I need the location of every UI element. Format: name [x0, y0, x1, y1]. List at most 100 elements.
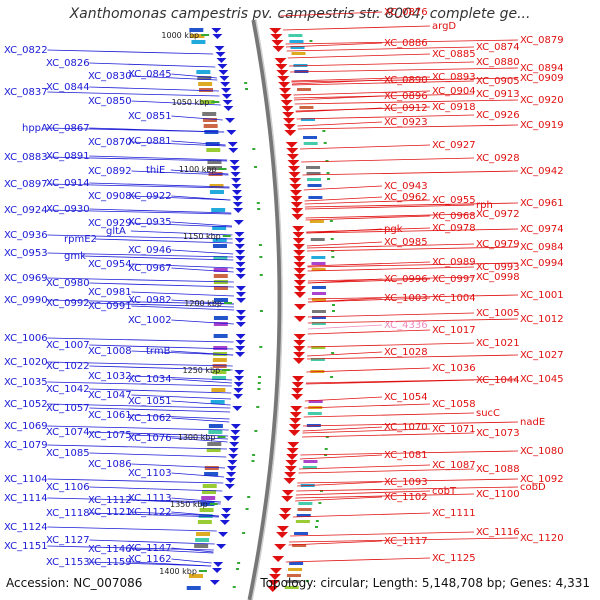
right-gene-label: XC_0979: [476, 239, 520, 250]
left-gene-mark: [235, 298, 246, 303]
cog-block: [208, 172, 223, 176]
left-gene-label: XC_0891: [46, 151, 90, 162]
left-gene-label: gltA: [106, 226, 126, 237]
cog-block: [186, 586, 201, 590]
left-gene-label: XC_1042: [46, 384, 90, 395]
cog-block: [303, 460, 318, 463]
left-gene-label: XC_0992: [46, 298, 90, 309]
right-gene-mark: [279, 88, 292, 94]
gc-dot: [330, 238, 334, 240]
right-gene-label: XC_0912: [384, 103, 428, 114]
cog-block: [212, 376, 227, 380]
cog-block: [298, 502, 313, 505]
gc-dot: [331, 310, 335, 312]
right-gene-mark: [287, 160, 300, 166]
cog-block: [299, 106, 314, 109]
right-gene-label: XC_1005: [476, 308, 520, 319]
right-gene-label: XC_1120: [520, 533, 564, 544]
cog-block: [311, 298, 326, 301]
right-gene-label: XC_0894: [520, 63, 564, 74]
right-gene-label: XC_0880: [476, 57, 520, 68]
left-gene-label: XC_1112: [88, 495, 132, 506]
right-gene-label: XC_1111: [432, 508, 476, 519]
right-gene-mark: [290, 202, 303, 208]
right-gene-mark: [286, 454, 299, 460]
left-gene-label: XC_0830: [88, 71, 132, 82]
left-gene-label: XC_0922: [128, 191, 172, 202]
left-gene-label: XC_0845: [128, 69, 172, 80]
right-gene-mark: [293, 304, 306, 310]
right-gene-label: XC_0974: [520, 224, 564, 235]
cog-block: [213, 298, 228, 302]
left-gene-label: XC_0980: [46, 278, 90, 289]
left-gene-label: XC_1113: [128, 493, 172, 504]
cog-block: [201, 490, 216, 494]
right-gene-label: XC_0904: [432, 86, 476, 97]
right-gene-mark: [291, 394, 304, 400]
right-gene-mark: [272, 46, 285, 52]
left-gene-label: XC_1057: [46, 403, 90, 414]
gc-dot: [322, 130, 326, 132]
cog-block: [195, 538, 210, 542]
right-gene-mark: [281, 496, 294, 502]
left-gene-label: XC_0991: [88, 301, 132, 312]
cog-block: [202, 484, 217, 488]
cog-block: [209, 184, 224, 188]
right-gene-mark: [291, 208, 304, 214]
gc-dot: [259, 310, 263, 312]
right-gene-mark: [291, 214, 304, 220]
cog-block: [291, 52, 306, 55]
left-gene-label: trmB: [146, 346, 171, 357]
left-gene-label: XC_1079: [4, 440, 48, 451]
left-gene-mark: [221, 508, 232, 513]
gc-dot: [232, 586, 236, 588]
right-gene-label: XC_1093: [384, 477, 428, 488]
left-gene-mark: [235, 322, 246, 327]
left-gene-mark: [235, 316, 246, 321]
right-gene-mark: [293, 334, 306, 340]
cog-block: [284, 586, 299, 589]
right-gene-label: XC_0885: [432, 49, 476, 60]
right-gene-label: XC_0978: [432, 223, 476, 234]
gc-dot: [329, 220, 333, 222]
left-gene-label: XC_1020: [4, 357, 48, 368]
cog-block: [200, 100, 215, 104]
left-gene-mark: [235, 346, 246, 351]
scale-tick-label: 1350 kbp: [170, 500, 208, 509]
right-gene-label: XC_0909: [520, 73, 564, 84]
right-gene-label: XC_1088: [476, 464, 520, 475]
left-gene-mark: [227, 460, 238, 465]
left-gene-mark: [229, 436, 240, 441]
cog-block: [213, 322, 228, 326]
gc-dot: [323, 142, 327, 144]
right-gene-label: XC_0989: [432, 257, 476, 268]
cog-block: [307, 184, 322, 187]
cog-block: [306, 166, 321, 169]
cog-block: [203, 124, 218, 128]
right-gene-mark: [276, 526, 289, 532]
left-gene-label: XC_1086: [88, 459, 132, 470]
right-gene-mark: [289, 418, 302, 424]
right-gene-mark: [293, 292, 306, 298]
right-gene-mark: [289, 184, 302, 190]
left-gene-mark: [235, 334, 246, 339]
left-gene-mark: [235, 352, 246, 357]
right-gene-label: XC_0994: [520, 258, 564, 269]
right-gene-mark: [290, 406, 303, 412]
left-gene-label: XC_0929: [88, 218, 132, 229]
right-gene-label: XC_0905: [476, 76, 520, 87]
left-gene-mark: [228, 148, 239, 153]
right-gene-mark: [293, 256, 306, 262]
left-gene-label: XC_0914: [46, 178, 90, 189]
cog-block: [199, 88, 214, 92]
right-gene-label: nadE: [520, 417, 545, 428]
left-gene-label: XC_1034: [128, 374, 172, 385]
right-gene-label: XC_0942: [520, 166, 564, 177]
cog-block: [196, 70, 211, 74]
cog-block: [207, 160, 222, 164]
cog-block: [198, 514, 213, 518]
cog-block: [300, 118, 315, 121]
right-gene-label: XC_1012: [520, 314, 564, 325]
right-gene-label: XC_1080: [520, 446, 564, 457]
right-gene-mark: [293, 352, 306, 358]
